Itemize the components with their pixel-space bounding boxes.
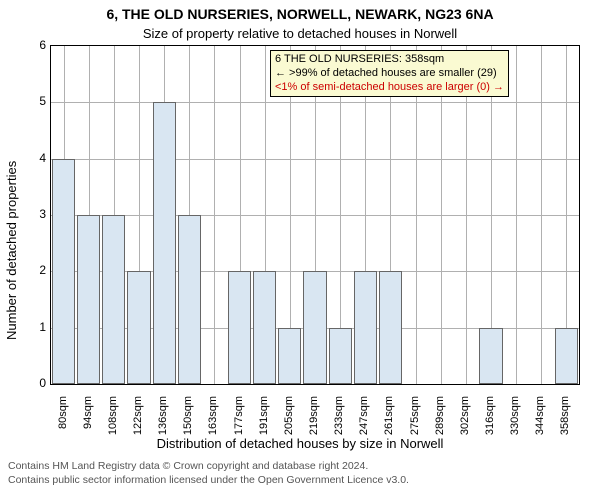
- y-tick-label: 4: [26, 151, 46, 165]
- callout-line-3: <1% of semi-detached houses are larger (…: [275, 81, 504, 95]
- chart-container: 6, THE OLD NURSERIES, NORWELL, NEWARK, N…: [0, 0, 600, 500]
- x-tick-label: 205sqm: [283, 396, 295, 446]
- bar: [329, 328, 352, 384]
- y-tick-label: 0: [26, 376, 46, 390]
- y-tick-label: 2: [26, 263, 46, 277]
- chart-subtitle: Size of property relative to detached ho…: [0, 26, 600, 41]
- x-tick-label: 80sqm: [57, 396, 69, 446]
- x-tick-label: 247sqm: [358, 396, 370, 446]
- bar: [278, 328, 301, 384]
- x-tick-label: 122sqm: [132, 396, 144, 446]
- x-tick-label: 108sqm: [107, 396, 119, 446]
- bar: [178, 215, 201, 384]
- bar: [77, 215, 100, 384]
- x-tick-label: 261sqm: [383, 396, 395, 446]
- x-tick-label: 316sqm: [484, 396, 496, 446]
- x-tick-label: 163sqm: [207, 396, 219, 446]
- x-tick-label: 219sqm: [308, 396, 320, 446]
- x-tick-label: 94sqm: [82, 396, 94, 446]
- callout-line-2: ← >99% of detached houses are smaller (2…: [275, 67, 504, 81]
- x-tick-label: 150sqm: [182, 396, 194, 446]
- y-axis-label: Number of detached properties: [4, 161, 19, 340]
- bar: [253, 271, 276, 384]
- footer-line-2: Contains public sector information licen…: [8, 474, 592, 488]
- bar: [354, 271, 377, 384]
- x-tick-label: 191sqm: [258, 396, 270, 446]
- x-tick-label: 330sqm: [509, 396, 521, 446]
- bar: [303, 271, 326, 384]
- x-tick-label: 275sqm: [409, 396, 421, 446]
- callout-line-1: 6 THE OLD NURSERIES: 358sqm: [275, 53, 504, 67]
- bar: [379, 271, 402, 384]
- bar: [479, 328, 502, 384]
- bar: [153, 102, 176, 384]
- x-tick-label: 289sqm: [434, 396, 446, 446]
- callout-box: 6 THE OLD NURSERIES: 358sqm ← >99% of de…: [270, 50, 509, 97]
- y-tick-label: 3: [26, 207, 46, 221]
- x-tick-label: 344sqm: [534, 396, 546, 446]
- x-tick-label: 177sqm: [233, 396, 245, 446]
- x-tick-label: 358sqm: [559, 396, 571, 446]
- gridline-v: [516, 46, 517, 384]
- bar: [127, 271, 150, 384]
- gridline-v: [541, 46, 542, 384]
- bar: [555, 328, 578, 384]
- x-tick-label: 233sqm: [333, 396, 345, 446]
- x-tick-label: 302sqm: [459, 396, 471, 446]
- bar: [52, 159, 75, 384]
- y-tick-label: 6: [26, 38, 46, 52]
- gridline-v: [214, 46, 215, 384]
- chart-title: 6, THE OLD NURSERIES, NORWELL, NEWARK, N…: [0, 6, 600, 22]
- footer: Contains HM Land Registry data © Crown c…: [8, 460, 592, 487]
- bar: [228, 271, 251, 384]
- bar: [102, 215, 125, 384]
- footer-line-1: Contains HM Land Registry data © Crown c…: [8, 460, 592, 474]
- y-tick-label: 5: [26, 94, 46, 108]
- x-tick-label: 136sqm: [157, 396, 169, 446]
- y-tick-label: 1: [26, 320, 46, 334]
